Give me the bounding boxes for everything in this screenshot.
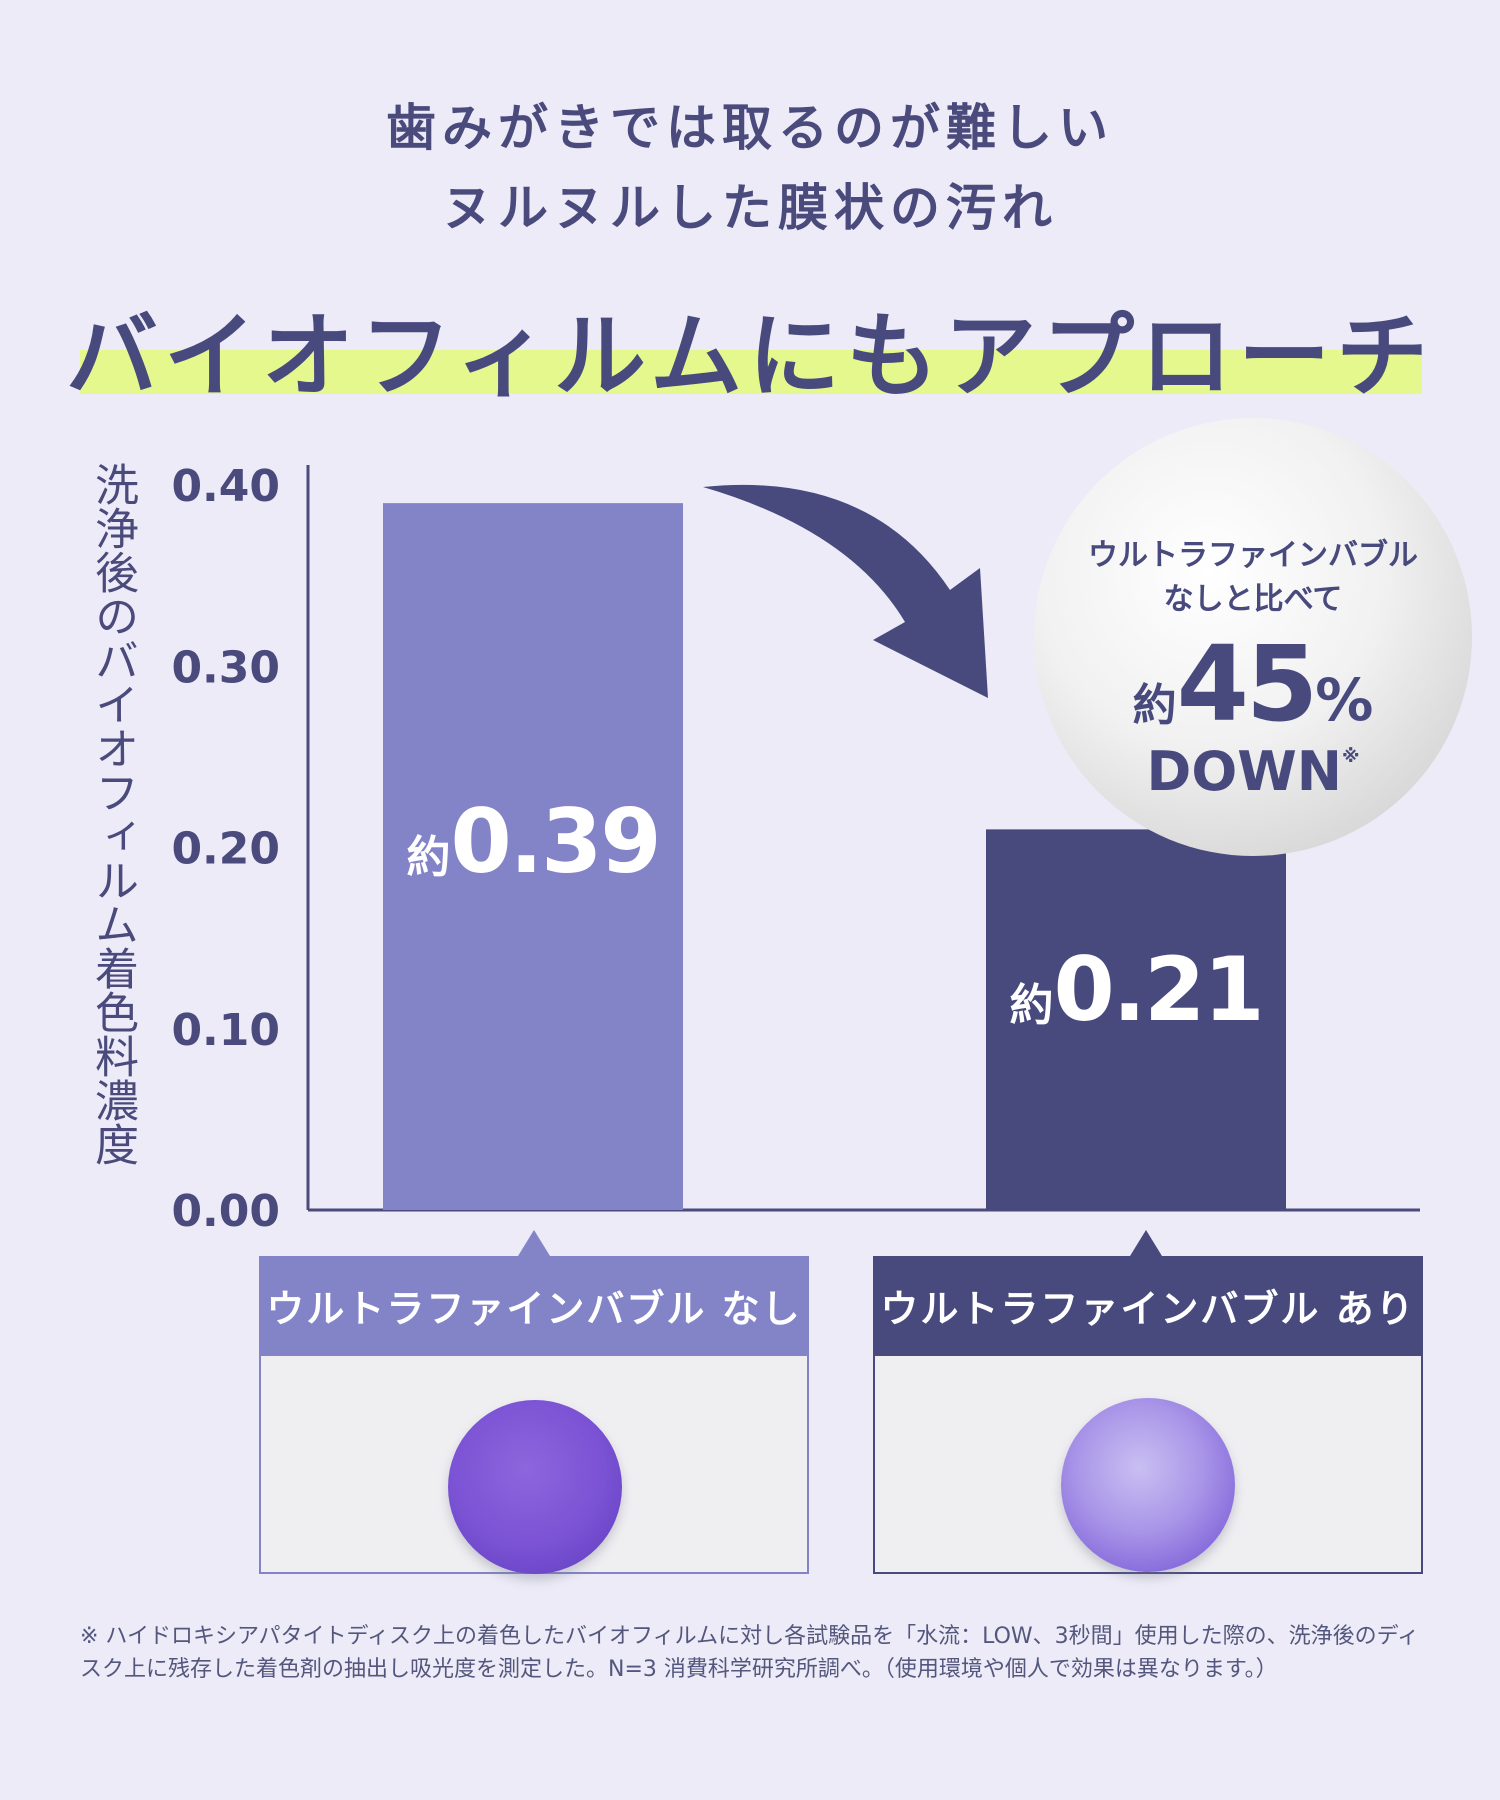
footnote: ※ ハイドロキシアパタイトディスク上の着色したバイオフィルムに対し各試験品を「水… bbox=[80, 1624, 1420, 1682]
category-label-with: ウルトラファインバブル あり bbox=[873, 1256, 1423, 1354]
reduction-arrow bbox=[703, 484, 988, 698]
y-axis-label: 洗浄後のバイオフィルム着色料濃度 bbox=[87, 462, 138, 1166]
badge-line-2: なしと比べて bbox=[1163, 582, 1343, 617]
y-tick-label: 0.40 bbox=[171, 461, 280, 512]
badge-percent: 約45% bbox=[1034, 623, 1472, 745]
y-tick-label: 0.10 bbox=[171, 1005, 280, 1056]
category-label-without: ウルトラファインバブル なし bbox=[259, 1256, 809, 1354]
bars bbox=[383, 503, 1286, 1210]
data-label-prefix: 約 bbox=[1009, 980, 1053, 1031]
badge-line-1: ウルトラファインバブル bbox=[1088, 538, 1418, 573]
stained-disc-light bbox=[1061, 1398, 1235, 1572]
y-tick-labels: 0.40 0.30 0.20 0.10 0.00 bbox=[171, 461, 280, 1237]
badge-down-text: DOWN bbox=[1146, 740, 1343, 803]
y-tick-label: 0.20 bbox=[171, 824, 280, 875]
y-tick-label: 0.30 bbox=[171, 642, 280, 693]
sample-photo-without bbox=[259, 1354, 809, 1574]
data-label-value: 0.39 bbox=[450, 790, 659, 893]
reduction-badge: ウルトラファインバブル なしと比べて 約45% DOWN※ bbox=[1034, 418, 1472, 856]
data-label: 約0.39 bbox=[406, 790, 659, 893]
label-pointer-with bbox=[1130, 1230, 1162, 1256]
stained-disc-dark bbox=[448, 1400, 622, 1574]
badge-unit: % bbox=[1315, 666, 1374, 734]
bar bbox=[986, 829, 1286, 1210]
badge-prefix: 約 bbox=[1132, 680, 1177, 731]
catch-copy: バイオフィルムにもアプローチ bbox=[65, 303, 1435, 410]
badge-value: 45 bbox=[1176, 623, 1319, 745]
sample-photo-with bbox=[873, 1354, 1423, 1574]
label-pointer-without bbox=[518, 1230, 550, 1256]
data-label-prefix: 約 bbox=[406, 832, 450, 883]
badge-down: DOWN※ bbox=[1034, 740, 1472, 803]
headline-line-2: ヌルヌルした膜状の汚れ bbox=[442, 179, 1058, 237]
data-label: 約0.21 bbox=[1009, 938, 1262, 1041]
bar bbox=[383, 503, 683, 1210]
y-tick-label: 0.00 bbox=[171, 1186, 280, 1237]
catch-highlight-band bbox=[80, 350, 1422, 394]
badge-note-mark: ※ bbox=[1342, 746, 1360, 767]
data-label-value: 0.21 bbox=[1053, 938, 1262, 1041]
headline-line-1: 歯みがきでは取るのが難しい bbox=[386, 99, 1114, 157]
